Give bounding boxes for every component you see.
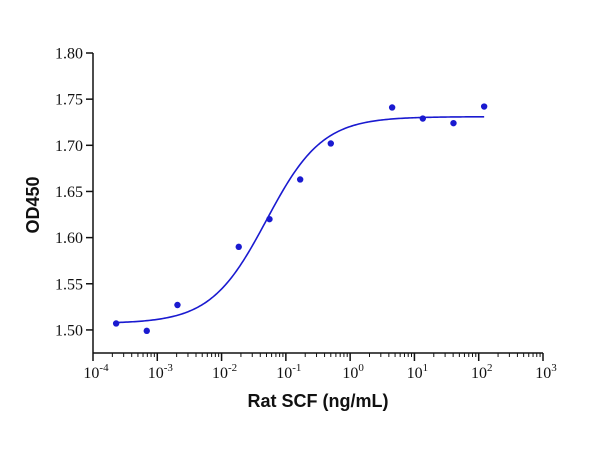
x-tick-label-base: 10: [148, 365, 164, 382]
x-tick-label-exponent: 2: [487, 362, 493, 374]
axes: [92, 53, 543, 354]
y-ticks: 1.50 1.55 1.60 1.65 1.70 1.75 1.80: [55, 46, 93, 339]
y-tick-label: 1.55: [55, 276, 83, 293]
y-tick-label: 1.80: [55, 46, 83, 63]
x-tick-label-base: 10: [535, 365, 551, 382]
x-tick-label-exponent: 0: [358, 362, 364, 374]
y-tick-label: 1.60: [55, 230, 83, 247]
x-tick-label: 100: [342, 362, 364, 382]
x-tick-label: 102: [471, 362, 493, 382]
x-tick-label-base: 10: [342, 365, 358, 382]
data-point: [480, 103, 488, 110]
x-tick-label: 101: [407, 362, 429, 382]
x-axis-title: Rat SCF (ng/mL): [248, 391, 389, 411]
x-tick-label: 10-4: [83, 362, 109, 382]
x-ticks: 10-4 10-3 10-2 10-1 100 101 102 103: [83, 353, 557, 382]
x-tick-label: 103: [535, 362, 557, 382]
data-point: [327, 140, 334, 147]
x-tick-label: 10-3: [148, 362, 174, 382]
y-tick-label: 1.70: [55, 138, 83, 155]
data-point: [296, 176, 304, 183]
y-tick-label: 1.65: [55, 184, 83, 201]
x-tick-label: 10-1: [276, 362, 301, 382]
x-tick-label-exponent: -3: [164, 362, 174, 374]
x-tick-label-base: 10: [471, 365, 487, 382]
data-point: [388, 104, 396, 111]
fit-curve: [116, 115, 485, 324]
y-axis-title: OD450: [23, 176, 43, 233]
data-point: [235, 243, 242, 251]
x-tick-label-exponent: -4: [99, 362, 109, 374]
data-point: [174, 301, 181, 309]
x-tick-label-base: 10: [276, 365, 292, 382]
x-tick-label-exponent: -1: [292, 362, 301, 374]
x-tick-label-exponent: 1: [423, 362, 429, 374]
data-point: [112, 320, 120, 327]
x-tick-label-base: 10: [83, 365, 99, 382]
data-points: [112, 103, 488, 335]
x-tick-label-exponent: 3: [551, 362, 557, 374]
y-tick-label: 1.75: [55, 92, 83, 109]
x-tick-label-base: 10: [212, 365, 228, 382]
data-point: [143, 327, 150, 335]
x-tick-label: 10-2: [212, 362, 237, 382]
data-point: [419, 115, 427, 122]
fit-curve-layer: [116, 115, 485, 324]
x-tick-label-base: 10: [407, 365, 423, 382]
data-point: [266, 215, 273, 223]
data-point: [450, 119, 457, 127]
y-tick-label: 1.50: [55, 322, 83, 339]
x-tick-label-exponent: -2: [228, 362, 237, 374]
